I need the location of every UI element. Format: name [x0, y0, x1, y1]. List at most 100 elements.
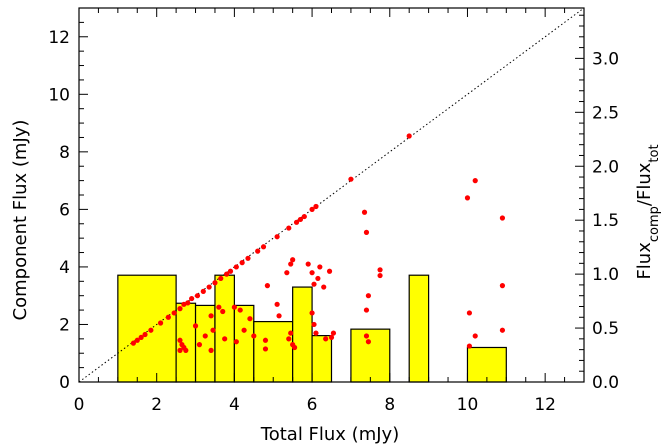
y2-tick-label: 0.0: [592, 373, 619, 393]
data-point: [210, 327, 216, 333]
y2-axis-title-main: Flux: [634, 242, 655, 280]
data-point: [315, 275, 321, 282]
data-point: [218, 275, 224, 282]
histogram-bar: [214, 274, 235, 383]
y2-tick-label: 0.5: [592, 319, 619, 339]
data-point: [134, 337, 140, 343]
data-point: [157, 320, 164, 326]
data-point: [317, 264, 323, 270]
data-point: [138, 334, 144, 341]
data-point: [361, 209, 368, 215]
data-point: [311, 321, 317, 328]
data-point: [177, 347, 183, 353]
y2-tick-label: 3.0: [592, 49, 619, 69]
data-point: [305, 261, 311, 267]
data-point: [262, 346, 269, 352]
data-point: [165, 314, 171, 320]
data-point: [224, 271, 230, 277]
data-point: [208, 347, 214, 353]
scatter-layer: [130, 133, 506, 353]
data-point: [301, 213, 307, 220]
data-point: [239, 260, 245, 266]
data-point: [276, 313, 282, 319]
data-point: [148, 327, 154, 333]
y-tick-label: 2: [59, 315, 70, 335]
data-point: [328, 334, 335, 341]
data-point: [171, 310, 177, 316]
data-point: [231, 304, 237, 310]
y-tick-label: 8: [59, 143, 70, 163]
data-point: [288, 261, 294, 267]
data-point: [286, 336, 292, 342]
data-point: [309, 270, 315, 276]
data-point: [237, 307, 243, 313]
data-point: [264, 283, 271, 289]
data-point: [233, 264, 239, 270]
data-point: [466, 310, 473, 316]
histogram-bar: [117, 274, 177, 383]
data-point: [309, 310, 315, 316]
histogram-bar: [466, 346, 507, 383]
data-point: [189, 295, 195, 302]
histogram-bar: [408, 274, 430, 383]
y2-axis-title-mid: /Flux: [634, 162, 655, 206]
data-point: [365, 293, 372, 299]
reference-line-layer: [78, 7, 585, 383]
data-point: [499, 215, 506, 221]
data-point: [206, 284, 212, 290]
data-point: [255, 248, 261, 254]
data-point: [377, 267, 383, 273]
data-point: [208, 313, 214, 319]
data-point: [326, 268, 333, 274]
data-point: [247, 316, 253, 322]
data-point: [192, 323, 199, 329]
data-point: [220, 308, 226, 315]
data-point: [222, 336, 228, 342]
data-point: [311, 281, 317, 287]
data-point: [212, 280, 218, 286]
one-to-one-line: [78, 7, 585, 383]
data-point: [464, 195, 471, 201]
histogram-layer: [117, 274, 507, 383]
y2-axis-title-sub2: tot: [647, 144, 662, 162]
y-tick-label: 0: [59, 373, 70, 393]
y-tick-label: 4: [59, 258, 70, 278]
y2-axis-title: Fluxcomp/Fluxtot: [634, 144, 662, 279]
histogram-bar: [311, 335, 333, 383]
data-point: [499, 283, 506, 289]
histogram-bar: [350, 328, 391, 383]
data-point: [313, 330, 319, 336]
data-point: [288, 330, 294, 336]
data-point: [251, 333, 257, 339]
data-point: [323, 336, 329, 342]
data-point: [365, 339, 372, 345]
x-tick-label: 12: [534, 395, 556, 415]
data-point: [293, 219, 300, 225]
y2-tick-label: 2.0: [592, 157, 619, 177]
data-point: [499, 327, 506, 333]
y-tick-label: 12: [48, 28, 70, 48]
y2-tick-label: 1.5: [592, 211, 619, 231]
data-point: [377, 272, 383, 279]
data-point: [297, 216, 304, 223]
data-point: [142, 331, 148, 338]
data-point: [260, 244, 267, 250]
y-tick-label: 6: [59, 200, 70, 220]
x-tick-label: 0: [74, 395, 85, 415]
x-tick-label: 2: [151, 395, 162, 415]
data-point: [200, 288, 206, 294]
histogram-bar: [292, 286, 313, 383]
data-point: [241, 327, 247, 333]
data-point: [309, 206, 315, 212]
data-point: [262, 337, 269, 343]
data-point: [321, 284, 327, 290]
data-point: [348, 176, 354, 182]
data-point: [472, 333, 478, 339]
data-point: [130, 340, 136, 346]
data-point: [194, 293, 201, 299]
data-point: [330, 330, 337, 336]
x-tick-label: 8: [384, 395, 395, 415]
x-tick-label: 6: [307, 395, 318, 415]
data-point: [227, 268, 234, 274]
